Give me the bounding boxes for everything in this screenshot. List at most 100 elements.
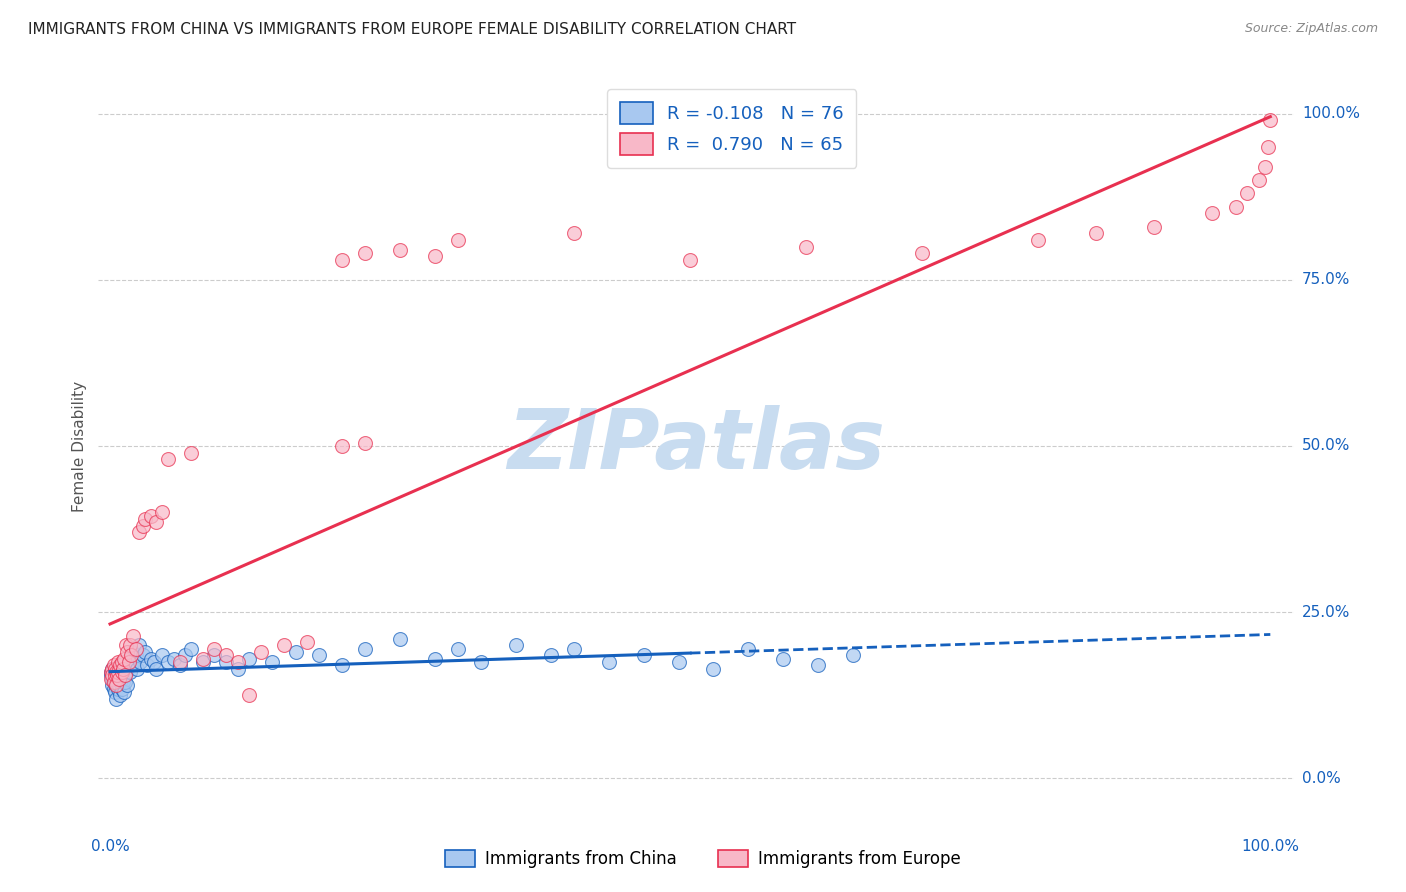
Point xyxy=(107,672,129,686)
Point xyxy=(505,639,527,653)
Text: 0.0%: 0.0% xyxy=(1302,771,1340,786)
Point xyxy=(111,662,134,676)
Point xyxy=(121,645,143,659)
Point xyxy=(118,665,141,679)
Point xyxy=(114,675,136,690)
Point xyxy=(1257,140,1279,154)
Point xyxy=(110,658,132,673)
Point xyxy=(633,648,655,663)
Point xyxy=(104,672,127,686)
Point xyxy=(143,655,166,669)
Point xyxy=(124,648,146,663)
Text: 100.0%: 100.0% xyxy=(1241,839,1299,855)
Point xyxy=(562,226,585,240)
Point xyxy=(1247,173,1270,187)
Point xyxy=(284,645,307,659)
Point xyxy=(204,648,226,663)
Point xyxy=(226,662,249,676)
Point xyxy=(122,655,145,669)
Point xyxy=(911,246,934,260)
Point xyxy=(108,678,131,692)
Point xyxy=(104,685,127,699)
Point xyxy=(100,668,122,682)
Point xyxy=(101,672,124,686)
Point xyxy=(118,639,141,653)
Legend: R = -0.108   N = 76, R =  0.790   N = 65: R = -0.108 N = 76, R = 0.790 N = 65 xyxy=(607,89,856,168)
Point xyxy=(1225,200,1247,214)
Point xyxy=(129,655,152,669)
Point xyxy=(115,665,138,679)
Point xyxy=(807,658,830,673)
Y-axis label: Female Disability: Female Disability xyxy=(72,380,87,512)
Point xyxy=(702,662,724,676)
Point xyxy=(354,641,377,656)
Point xyxy=(120,658,142,673)
Point xyxy=(117,655,139,669)
Point xyxy=(238,689,260,703)
Point xyxy=(447,641,470,656)
Point xyxy=(157,655,180,669)
Text: 50.0%: 50.0% xyxy=(1302,439,1350,453)
Text: 25.0%: 25.0% xyxy=(1302,605,1350,620)
Point xyxy=(772,652,794,666)
Point xyxy=(470,655,492,669)
Point xyxy=(598,655,620,669)
Point xyxy=(111,681,134,696)
Point xyxy=(105,675,128,690)
Text: ZIPatlas: ZIPatlas xyxy=(508,406,884,486)
Point xyxy=(1236,186,1258,201)
Point xyxy=(101,678,124,692)
Point xyxy=(191,652,214,666)
Point xyxy=(330,658,353,673)
Point xyxy=(145,662,167,676)
Point xyxy=(104,665,127,679)
Point xyxy=(679,252,702,267)
Point xyxy=(114,668,136,682)
Point xyxy=(136,658,159,673)
Point xyxy=(157,452,180,467)
Point xyxy=(112,685,135,699)
Point xyxy=(125,662,148,676)
Text: IMMIGRANTS FROM CHINA VS IMMIGRANTS FROM EUROPE FEMALE DISABILITY CORRELATION CH: IMMIGRANTS FROM CHINA VS IMMIGRANTS FROM… xyxy=(28,22,796,37)
Point xyxy=(169,658,191,673)
Point xyxy=(1201,206,1223,220)
Point xyxy=(103,675,125,690)
Point xyxy=(139,508,162,523)
Point xyxy=(423,250,446,264)
Text: 0.0%: 0.0% xyxy=(90,839,129,855)
Point xyxy=(101,662,124,676)
Point xyxy=(150,506,173,520)
Point xyxy=(111,662,134,676)
Point xyxy=(124,641,146,656)
Point xyxy=(131,518,153,533)
Point xyxy=(250,645,273,659)
Point xyxy=(111,665,134,679)
Point xyxy=(562,641,585,656)
Point xyxy=(238,652,260,666)
Point xyxy=(1085,226,1108,240)
Point xyxy=(103,658,125,673)
Point xyxy=(110,689,132,703)
Point xyxy=(180,641,202,656)
Point xyxy=(330,439,353,453)
Point xyxy=(389,243,412,257)
Point xyxy=(122,628,145,642)
Point xyxy=(389,632,412,646)
Point xyxy=(215,655,238,669)
Point xyxy=(354,435,377,450)
Point xyxy=(101,668,124,682)
Point xyxy=(1258,113,1281,128)
Point xyxy=(103,668,125,682)
Legend: Immigrants from China, Immigrants from Europe: Immigrants from China, Immigrants from E… xyxy=(439,843,967,875)
Point xyxy=(139,652,162,666)
Point xyxy=(120,648,142,663)
Point xyxy=(131,648,153,663)
Point xyxy=(111,668,134,682)
Point xyxy=(128,525,150,540)
Text: 100.0%: 100.0% xyxy=(1302,106,1360,121)
Point xyxy=(111,675,134,690)
Point xyxy=(226,655,249,669)
Text: Source: ZipAtlas.com: Source: ZipAtlas.com xyxy=(1244,22,1378,36)
Point xyxy=(100,665,122,679)
Point xyxy=(111,655,134,669)
